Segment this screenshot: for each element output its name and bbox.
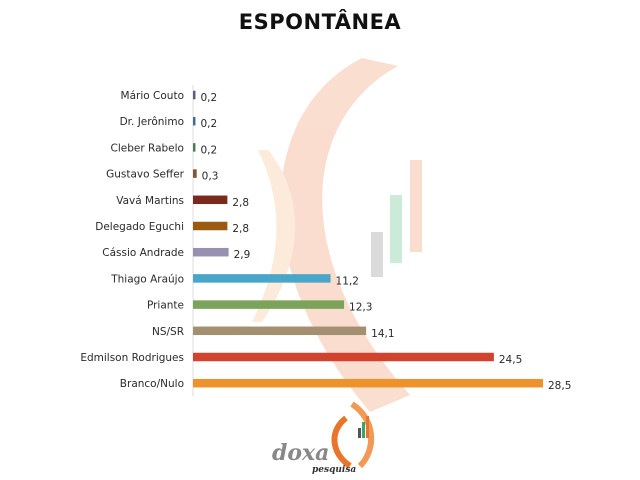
value-label: 14,1 <box>371 328 394 340</box>
category-label: Thiago Araújo <box>110 273 184 285</box>
value-label: 2,9 <box>234 249 251 261</box>
bar <box>193 195 228 205</box>
category-label: Mário Couto <box>121 90 184 102</box>
chart-title: ESPONTÂNEA <box>238 10 402 34</box>
bar <box>193 378 543 388</box>
value-label: 0,3 <box>202 171 219 183</box>
logo-wordmark: doxa <box>272 440 329 466</box>
logo-subtitle: pesquisa <box>312 465 356 475</box>
value-label: 28,5 <box>548 380 571 392</box>
bar <box>193 143 196 152</box>
value-label: 0,2 <box>200 92 217 104</box>
category-label: Dr. Jerônimo <box>120 116 184 128</box>
bar <box>193 90 196 100</box>
category-label: Cleber Rabelo <box>111 142 184 154</box>
category-label: NS/SR <box>152 326 184 338</box>
value-label: 2,8 <box>232 197 249 209</box>
value-label: 24,5 <box>499 354 522 366</box>
value-label: 11,2 <box>336 275 359 287</box>
value-label: 0,2 <box>200 144 217 156</box>
bar <box>193 221 228 231</box>
bar <box>193 352 494 362</box>
value-label: 12,3 <box>349 302 372 314</box>
bar <box>193 169 197 178</box>
bar <box>193 326 367 336</box>
category-label: Edmilson Rodrigues <box>80 352 184 364</box>
category-label: Priante <box>147 300 184 312</box>
doxa-logo: doxa pesquisa <box>272 401 375 475</box>
category-label: Delegado Eguchi <box>95 221 184 233</box>
value-label: 2,8 <box>232 223 249 235</box>
bar <box>193 247 229 257</box>
category-label: Vavá Martins <box>116 195 184 207</box>
bar <box>193 274 331 283</box>
value-label: 0,2 <box>200 118 217 130</box>
bar <box>193 300 345 309</box>
category-label: Gustavo Seffer <box>106 169 185 181</box>
category-label: Cássio Andrade <box>102 247 184 259</box>
category-label: Branco/Nulo <box>120 378 184 390</box>
bar <box>193 116 196 126</box>
bars-group: Mário Couto 0,2 Dr. Jerônimo 0,2 Cleber Rabe… <box>80 90 571 392</box>
